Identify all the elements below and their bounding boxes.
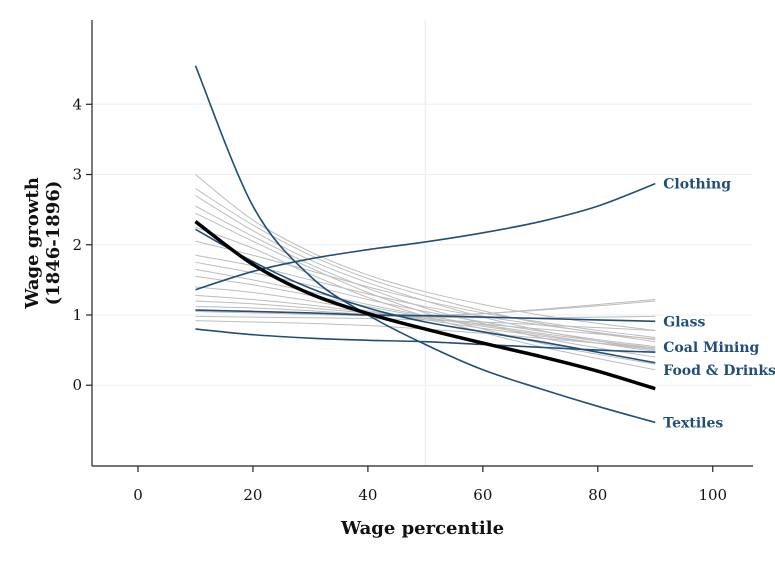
series-label-coal-mining: Coal Mining — [663, 340, 759, 356]
background-series-line-17 — [195, 315, 656, 331]
aggregate-line — [194, 220, 656, 391]
y-tick-label-2: 2 — [72, 236, 82, 254]
y-axis-title-group: Wage growth (1846-1896) — [22, 177, 64, 310]
series-labels: Clothing Glass Coal Mining Food & Drinks Tex… — [663, 177, 775, 432]
background-series-line-4 — [195, 205, 656, 358]
series-line-clothing — [195, 182, 656, 291]
y-tick-label-4: 4 — [72, 95, 82, 113]
background-series-line-16 — [195, 310, 656, 319]
background-series-lines — [195, 174, 656, 371]
x-tick-label-80: 80 — [588, 486, 607, 504]
axes — [86, 20, 753, 472]
y-tick-label-3: 3 — [72, 166, 82, 184]
series-line-food-and-drinks — [195, 228, 656, 364]
y-tick-label-1: 1 — [72, 306, 82, 324]
y-tick-label-0: 0 — [72, 376, 82, 394]
highlighted-series-lines — [194, 65, 656, 424]
series-line-glass — [195, 309, 656, 323]
series-label-food-and-drinks: Food & Drinks — [663, 363, 775, 379]
y-axis-subtitle: (1846-1896) — [43, 181, 64, 306]
x-tick-label-60: 60 — [473, 486, 492, 504]
series-label-textiles: Textiles — [663, 415, 723, 431]
y-axis-title: Wage growth — [22, 177, 43, 310]
background-series-line-5 — [195, 212, 656, 365]
x-axis-title: Wage percentile — [340, 518, 504, 539]
x-tick-label-20: 20 — [243, 486, 262, 504]
series-label-glass: Glass — [663, 314, 705, 330]
x-tick-label-0: 0 — [133, 486, 143, 504]
x-tick-label-40: 40 — [358, 486, 377, 504]
background-series-line-9 — [195, 261, 656, 348]
background-series-line-13 — [195, 294, 656, 340]
aggregate-series-line — [194, 220, 656, 391]
background-series-line-1 — [195, 174, 656, 331]
background-series-line-7 — [195, 240, 656, 338]
x-tick-label-100: 100 — [698, 486, 727, 504]
series-label-clothing: Clothing — [663, 177, 731, 193]
series-line-textiles — [194, 65, 656, 424]
